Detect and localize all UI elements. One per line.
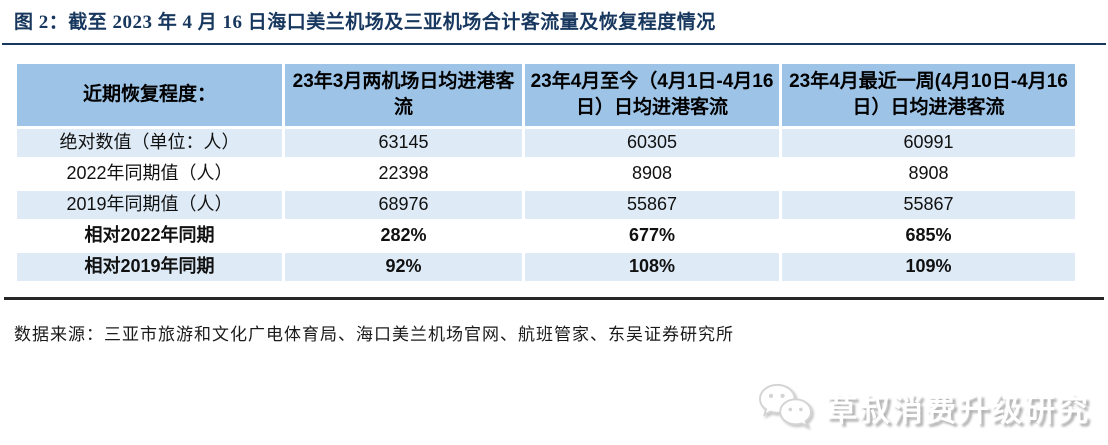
header-cell-recovery-label: 近期恢复程度： [17,64,282,126]
recovery-table: 近期恢复程度： 23年3月两机场日均进港客流 23年4月至今（4月1日-4月16… [14,61,1078,284]
row-label: 2022年同期值（人） [17,160,282,188]
table-row-absolute: 绝对数值（单位：人） 63145 60305 60991 [17,129,1075,157]
row-label: 相对2022年同期 [17,222,282,250]
table-row-2022-base: 2022年同期值（人） 22398 8908 8908 [17,160,1075,188]
table-cell: 55867 [525,191,779,219]
table-row-vs-2022: 相对2022年同期 282% 677% 685% [17,222,1075,250]
data-source-note: 数据来源：三亚市旅游和文化广电体育局、海口美兰机场官网、航班管家、东吴证券研究所 [14,325,734,344]
table-cell: 63145 [285,129,522,157]
table-cell: 685% [782,222,1075,250]
header-cell-recent-week: 23年4月最近一周(4月10日-4月16日）日均进港客流 [782,64,1075,126]
header-cell-april-to-date: 23年4月至今（4月1日-4月16日）日均进港客流 [525,64,779,126]
table-cell: 8908 [525,160,779,188]
table-cell: 60305 [525,129,779,157]
table-cell: 108% [525,253,779,281]
table-cell: 60991 [782,129,1075,157]
row-label: 绝对数值（单位：人） [17,129,282,157]
title-divider [2,43,1106,45]
table-cell: 282% [285,222,522,250]
table-bottom-divider [4,297,1104,300]
table-cell: 109% [782,253,1075,281]
table-cell: 92% [285,253,522,281]
wechat-icon [758,383,812,428]
header-cell-march-avg: 23年3月两机场日均进港客流 [285,64,522,126]
table-row-vs-2019: 相对2019年同期 92% 108% 109% [17,253,1075,281]
table-cell: 68976 [285,191,522,219]
table-cell: 22398 [285,160,522,188]
table-row-2019-base: 2019年同期值（人） 68976 55867 55867 [17,191,1075,219]
watermark: 草叔消费升级研究 [754,381,1090,433]
row-label: 相对2019年同期 [17,253,282,281]
table-cell: 55867 [782,191,1075,219]
figure-title: 图 2：截至 2023 年 4 月 16 日海口美兰机场及三亚机场合计客流量及恢… [14,12,716,33]
table-header-row: 近期恢复程度： 23年3月两机场日均进港客流 23年4月至今（4月1日-4月16… [17,64,1075,126]
row-label: 2019年同期值（人） [17,191,282,219]
table-cell: 677% [525,222,779,250]
watermark-label: 草叔消费升级研究 [826,392,1090,428]
table-cell: 8908 [782,160,1075,188]
